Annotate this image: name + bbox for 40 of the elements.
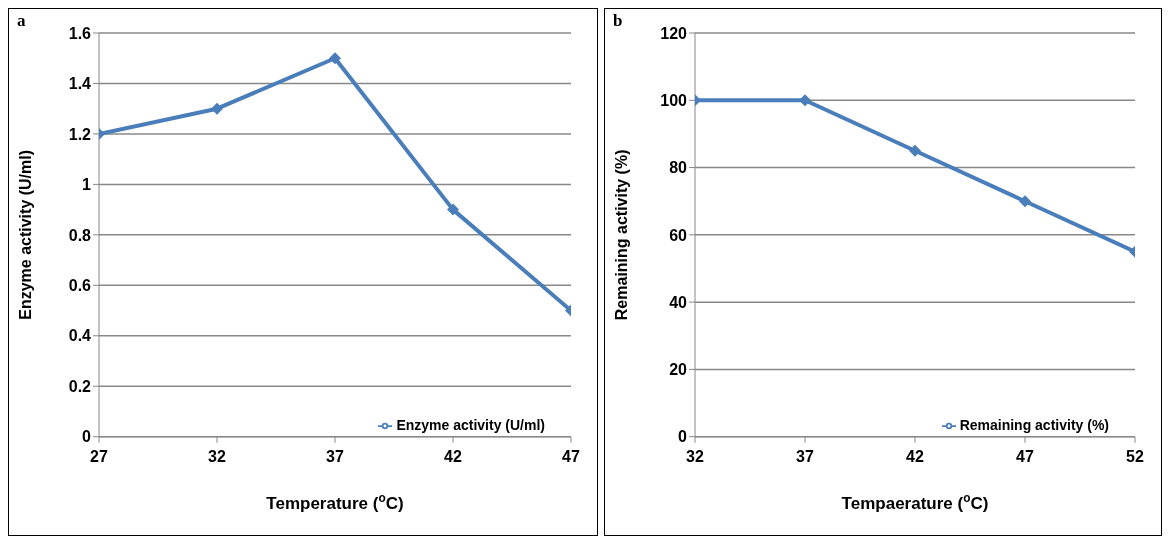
text: b <box>613 11 623 31</box>
x-tick-label: 32 <box>686 448 704 466</box>
x-tick-label: 47 <box>562 448 580 466</box>
x-axis-title: Temperature ($^{o}$C) <box>266 490 404 513</box>
x-tick-label: 42 <box>906 448 924 466</box>
x-tick-label: 37 <box>326 448 344 466</box>
y-tick-label: 80 <box>669 159 688 177</box>
y-tick-label: 40 <box>669 293 688 311</box>
point <box>447 203 459 216</box>
y-tick-label: 0 <box>678 428 688 446</box>
y-tick-label: 20 <box>669 361 688 379</box>
point <box>909 144 921 157</box>
y-tick-label: 0.4 <box>68 327 92 345</box>
legend-label: Remaining activity (%) <box>959 416 1109 433</box>
y-axis-title: Remaining activity (%) <box>613 149 630 321</box>
y-tick-label: 0.6 <box>68 276 92 294</box>
x-tick-label: 52 <box>1126 448 1144 466</box>
point <box>799 94 811 107</box>
y-tick-label: 1 <box>82 176 92 194</box>
y-tick-label: 0.8 <box>68 226 92 244</box>
x-tick-label: 27 <box>90 448 108 466</box>
y-tick-label: 120 <box>660 24 688 42</box>
y-axis-title: Enzyme activity (U/ml) <box>17 149 34 320</box>
point <box>211 102 223 115</box>
point <box>1019 195 1031 208</box>
y-tick-label: 60 <box>669 226 688 244</box>
x-tick-label: 32 <box>208 448 226 466</box>
x-tick-label: 47 <box>1016 448 1034 466</box>
x-axis-title: Tempaerature ($^{o}$C) <box>841 490 989 513</box>
text: a <box>17 11 26 31</box>
y-tick-label: 0 <box>82 428 92 446</box>
y-tick-label: 1.2 <box>68 125 92 143</box>
point <box>329 52 341 65</box>
y-tick-label: 0.2 <box>68 377 92 395</box>
x-tick-label: 37 <box>796 448 814 466</box>
y-tick-label: 1.6 <box>68 24 92 42</box>
x-tick-label: 42 <box>444 448 462 466</box>
legend-label: Enzyme activity (U/ml) <box>396 416 545 433</box>
y-tick-label: 1.4 <box>68 75 92 93</box>
y-tick-label: 100 <box>660 91 688 109</box>
